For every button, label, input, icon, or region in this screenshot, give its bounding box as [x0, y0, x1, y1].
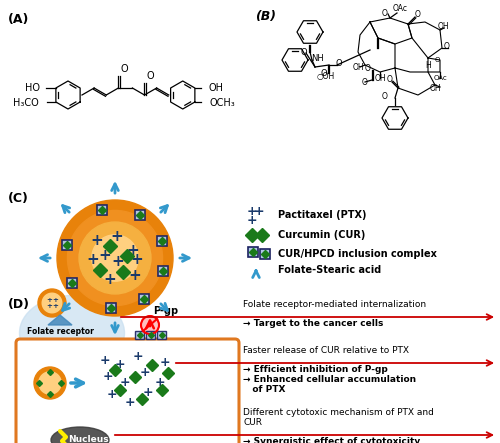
- Text: +: +: [246, 214, 258, 226]
- Text: +: +: [128, 268, 141, 284]
- Text: +: +: [100, 354, 110, 366]
- Text: +: +: [254, 205, 264, 218]
- Text: Different cytotoxic mechanism of PTX and: Different cytotoxic mechanism of PTX and: [243, 408, 434, 417]
- FancyBboxPatch shape: [135, 210, 145, 220]
- Text: Pactitaxel (PTX): Pactitaxel (PTX): [278, 210, 366, 220]
- Polygon shape: [48, 315, 72, 325]
- FancyBboxPatch shape: [66, 278, 76, 288]
- Text: +: +: [86, 253, 100, 268]
- Text: O: O: [382, 92, 388, 101]
- Text: (A): (A): [8, 13, 30, 26]
- Text: +: +: [114, 358, 126, 372]
- Text: → Enhanced cellular accumulation: → Enhanced cellular accumulation: [243, 375, 416, 384]
- Text: +: +: [52, 303, 58, 309]
- Circle shape: [42, 293, 62, 313]
- Text: OCH₃: OCH₃: [210, 98, 236, 108]
- Text: H: H: [425, 61, 431, 70]
- Text: CUR: CUR: [243, 418, 262, 427]
- Text: OH: OH: [437, 22, 449, 31]
- Text: O: O: [146, 71, 154, 81]
- Text: Nucleus: Nucleus: [68, 435, 108, 443]
- Text: +: +: [102, 370, 114, 384]
- FancyBboxPatch shape: [138, 294, 148, 304]
- Text: OH: OH: [429, 83, 441, 93]
- Text: O: O: [120, 64, 128, 74]
- Text: +: +: [110, 229, 124, 244]
- Text: +: +: [160, 357, 170, 369]
- Circle shape: [141, 316, 159, 334]
- Text: +: +: [90, 233, 104, 248]
- Text: Curcumin (CUR): Curcumin (CUR): [278, 230, 366, 240]
- Circle shape: [68, 210, 162, 306]
- Text: O: O: [387, 74, 393, 83]
- Text: ○OH: ○OH: [317, 71, 335, 81]
- Text: O: O: [362, 78, 368, 86]
- FancyBboxPatch shape: [260, 249, 270, 259]
- Text: CUR/HPCD inclusion complex: CUR/HPCD inclusion complex: [278, 249, 437, 259]
- Text: +: +: [142, 386, 154, 400]
- Ellipse shape: [20, 295, 124, 370]
- Text: OAc: OAc: [433, 75, 447, 81]
- Text: +: +: [132, 350, 143, 364]
- Circle shape: [38, 289, 66, 317]
- Text: +: +: [154, 377, 166, 389]
- Text: OH: OH: [352, 62, 364, 71]
- Text: +: +: [130, 253, 143, 268]
- Text: → Synergistic effect of cytotoxicity: → Synergistic effect of cytotoxicity: [243, 437, 420, 443]
- Text: +: +: [46, 297, 52, 303]
- Text: → Efficient inhibition of P-gp: → Efficient inhibition of P-gp: [243, 365, 388, 374]
- Text: +: +: [106, 389, 118, 401]
- Text: Folate receptor: Folate receptor: [26, 327, 94, 336]
- Text: of PTX: of PTX: [243, 385, 286, 394]
- Text: (C): (C): [8, 192, 29, 205]
- Text: NH: NH: [312, 54, 324, 62]
- Ellipse shape: [51, 427, 109, 443]
- Circle shape: [39, 372, 61, 394]
- Text: +: +: [104, 272, 117, 288]
- Text: H₃CO: H₃CO: [13, 98, 39, 108]
- FancyBboxPatch shape: [16, 339, 239, 443]
- Text: (D): (D): [8, 298, 30, 311]
- Text: O: O: [336, 58, 342, 67]
- Text: +: +: [112, 253, 124, 268]
- Text: O: O: [382, 8, 388, 18]
- FancyBboxPatch shape: [146, 331, 155, 339]
- Text: OH: OH: [374, 74, 386, 82]
- Circle shape: [79, 222, 151, 294]
- Text: Faster release of CUR relative to PTX: Faster release of CUR relative to PTX: [243, 346, 409, 355]
- FancyBboxPatch shape: [135, 331, 144, 339]
- FancyBboxPatch shape: [248, 247, 258, 257]
- FancyBboxPatch shape: [106, 303, 116, 313]
- Text: +: +: [46, 303, 52, 309]
- FancyBboxPatch shape: [97, 205, 107, 215]
- Text: +: +: [246, 205, 258, 218]
- Text: +: +: [98, 248, 112, 263]
- Text: O: O: [434, 57, 440, 63]
- Text: +: +: [52, 297, 58, 303]
- FancyBboxPatch shape: [62, 240, 72, 250]
- Text: Folate-Stearic acid: Folate-Stearic acid: [278, 265, 382, 275]
- Text: (B): (B): [255, 10, 276, 23]
- FancyBboxPatch shape: [158, 266, 168, 276]
- Text: +: +: [120, 377, 130, 389]
- Text: O: O: [444, 42, 450, 51]
- Text: +: +: [124, 396, 136, 409]
- Text: O: O: [415, 9, 421, 19]
- Text: O: O: [300, 47, 308, 57]
- Text: OAc: OAc: [392, 4, 407, 12]
- Text: OH: OH: [209, 83, 224, 93]
- Text: HO: HO: [25, 83, 40, 93]
- Text: → Target to the cancer cells: → Target to the cancer cells: [243, 319, 384, 328]
- Text: Folate receptor-mediated internalization: Folate receptor-mediated internalization: [243, 300, 426, 309]
- Text: P-gp: P-gp: [153, 306, 178, 316]
- Text: O: O: [320, 69, 328, 78]
- Circle shape: [34, 367, 66, 399]
- Text: O: O: [365, 63, 371, 73]
- Text: +: +: [126, 242, 140, 257]
- FancyBboxPatch shape: [157, 331, 166, 339]
- FancyBboxPatch shape: [157, 236, 167, 246]
- Circle shape: [92, 235, 138, 281]
- Text: +: +: [140, 366, 150, 380]
- Circle shape: [57, 200, 173, 316]
